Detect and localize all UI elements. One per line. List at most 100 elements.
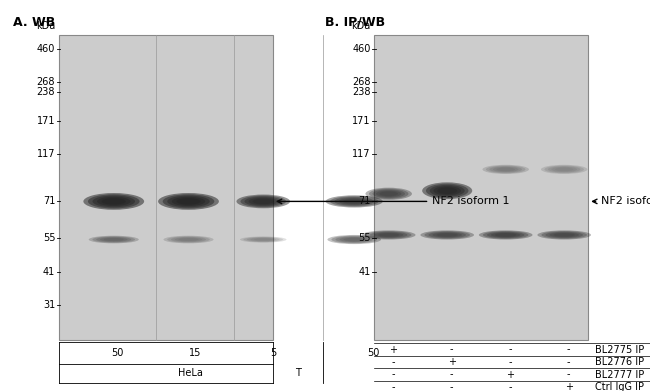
Ellipse shape — [366, 231, 411, 239]
Ellipse shape — [176, 198, 201, 205]
Ellipse shape — [378, 233, 399, 237]
Ellipse shape — [372, 190, 405, 198]
Ellipse shape — [171, 237, 206, 242]
Text: -: - — [508, 344, 512, 355]
Text: NF2 isoform 1: NF2 isoform 1 — [593, 196, 650, 206]
Ellipse shape — [491, 232, 521, 237]
Ellipse shape — [167, 236, 210, 243]
Ellipse shape — [548, 166, 580, 172]
Bar — [58, 35, 273, 340]
Text: 268: 268 — [352, 77, 370, 88]
Text: 41: 41 — [43, 267, 55, 276]
Text: 171: 171 — [37, 116, 55, 126]
Text: 238: 238 — [352, 87, 370, 97]
Text: BL2776 IP: BL2776 IP — [595, 357, 644, 367]
Ellipse shape — [541, 231, 587, 239]
Text: B. IP/WB: B. IP/WB — [325, 16, 385, 29]
Ellipse shape — [162, 194, 214, 208]
Text: 31: 31 — [43, 300, 55, 310]
Ellipse shape — [493, 167, 519, 172]
Ellipse shape — [554, 233, 575, 237]
Text: 15: 15 — [188, 348, 202, 358]
Ellipse shape — [428, 232, 466, 238]
Ellipse shape — [88, 194, 140, 208]
Ellipse shape — [545, 232, 583, 238]
Ellipse shape — [430, 185, 465, 197]
Ellipse shape — [437, 187, 457, 194]
Ellipse shape — [104, 238, 124, 241]
Text: 55: 55 — [358, 233, 370, 243]
Text: BL2777 IP: BL2777 IP — [595, 369, 644, 380]
Ellipse shape — [343, 199, 366, 204]
Text: 41: 41 — [358, 267, 370, 276]
Ellipse shape — [92, 236, 135, 243]
Text: 460: 460 — [352, 44, 370, 54]
Text: 460: 460 — [37, 44, 55, 54]
Text: -: - — [391, 357, 395, 367]
Text: -: - — [567, 357, 571, 367]
Ellipse shape — [330, 196, 378, 206]
Ellipse shape — [97, 197, 131, 206]
Text: 5: 5 — [270, 348, 276, 358]
Text: 117: 117 — [352, 149, 370, 159]
Text: -: - — [508, 357, 512, 367]
Ellipse shape — [164, 236, 213, 243]
Ellipse shape — [487, 232, 525, 238]
Text: 55: 55 — [43, 233, 55, 243]
Ellipse shape — [495, 233, 516, 237]
Text: 50: 50 — [111, 348, 124, 358]
Text: 268: 268 — [37, 77, 55, 88]
Ellipse shape — [421, 230, 474, 240]
Text: BL2775 IP: BL2775 IP — [595, 344, 644, 355]
Text: HeLa: HeLa — [179, 368, 203, 378]
Ellipse shape — [362, 230, 415, 240]
Ellipse shape — [179, 238, 198, 241]
Text: -: - — [567, 344, 571, 355]
Ellipse shape — [250, 238, 276, 241]
Text: 171: 171 — [352, 116, 370, 126]
Ellipse shape — [374, 232, 404, 237]
Ellipse shape — [326, 195, 383, 208]
Ellipse shape — [339, 198, 370, 205]
Text: -: - — [450, 344, 454, 355]
Text: -: - — [450, 369, 454, 380]
Text: NF2 isoform 1: NF2 isoform 1 — [278, 196, 510, 206]
Ellipse shape — [158, 193, 219, 210]
Ellipse shape — [247, 237, 280, 242]
Ellipse shape — [380, 191, 398, 196]
Text: 71: 71 — [43, 196, 55, 206]
Ellipse shape — [332, 236, 377, 244]
Text: Ctrl IgG IP: Ctrl IgG IP — [595, 382, 644, 391]
Ellipse shape — [483, 231, 528, 239]
Ellipse shape — [545, 165, 584, 173]
Ellipse shape — [486, 165, 525, 173]
Ellipse shape — [541, 165, 588, 174]
Ellipse shape — [426, 184, 469, 198]
Text: 238: 238 — [37, 87, 55, 97]
Text: T: T — [295, 368, 301, 378]
Ellipse shape — [248, 197, 278, 205]
Text: -: - — [391, 369, 395, 380]
Ellipse shape — [479, 230, 532, 240]
Text: 117: 117 — [37, 149, 55, 159]
Text: 71: 71 — [358, 196, 370, 206]
Text: +: + — [389, 344, 397, 355]
Ellipse shape — [432, 232, 462, 237]
Ellipse shape — [497, 168, 515, 171]
Ellipse shape — [369, 188, 408, 199]
Ellipse shape — [538, 230, 591, 240]
Text: kDa: kDa — [351, 21, 370, 31]
Ellipse shape — [489, 166, 522, 172]
Ellipse shape — [83, 193, 144, 210]
Text: A. WB: A. WB — [13, 16, 55, 29]
Ellipse shape — [424, 231, 470, 239]
Ellipse shape — [240, 196, 286, 207]
Text: -: - — [508, 382, 512, 391]
Ellipse shape — [551, 167, 577, 172]
Ellipse shape — [92, 196, 135, 207]
Ellipse shape — [237, 195, 290, 208]
Ellipse shape — [328, 235, 381, 244]
Text: -: - — [567, 369, 571, 380]
Ellipse shape — [252, 199, 274, 204]
Ellipse shape — [335, 236, 373, 243]
